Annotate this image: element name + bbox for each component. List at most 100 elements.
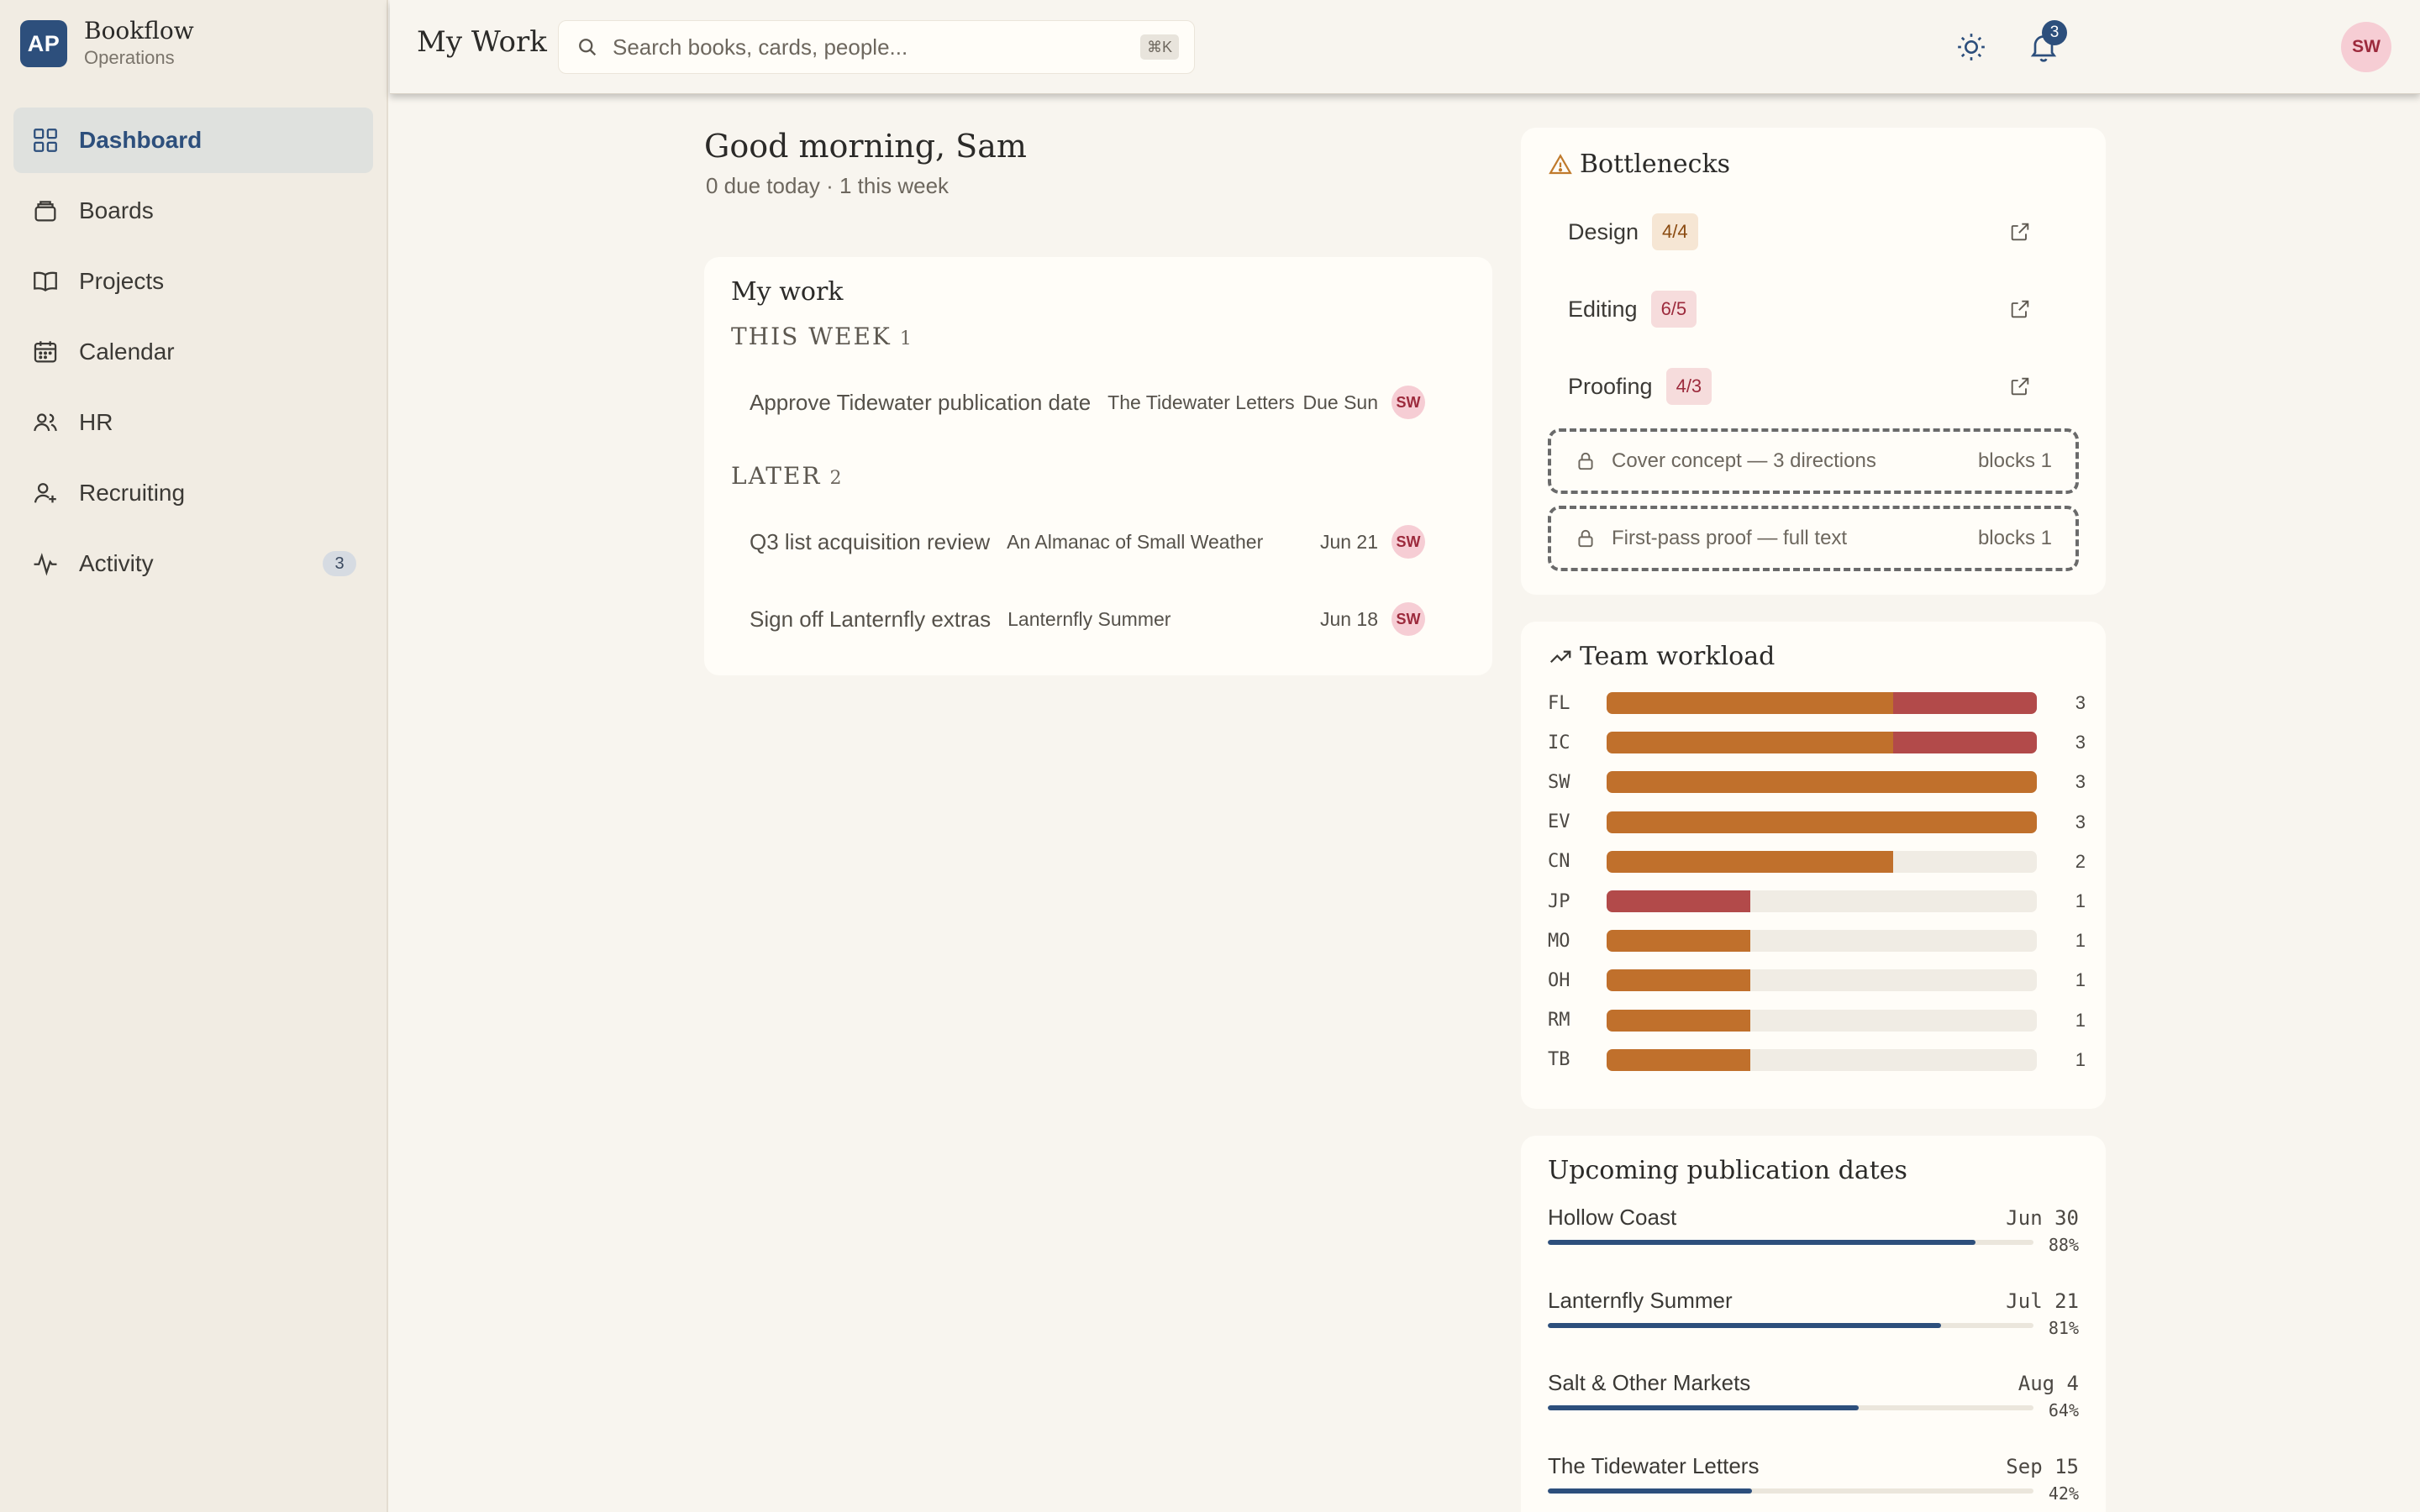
workload-bar-track: [1607, 969, 2037, 992]
blocker-title: First-pass proof — full text: [1612, 527, 1848, 549]
sidebar-item-boards[interactable]: Boards: [13, 178, 373, 244]
layers-icon: [30, 196, 60, 226]
member-initials: MO: [1548, 930, 1570, 952]
workload-bar-normal: [1607, 969, 1750, 992]
book-icon: [30, 266, 60, 297]
member-initials: CN: [1548, 851, 1570, 873]
pulse-icon: [30, 549, 60, 579]
sidebar-item-label: HR: [79, 409, 113, 435]
external-link-icon[interactable]: [2008, 375, 2032, 398]
workload-bar-track: [1607, 1048, 2037, 1071]
this-week-label: THIS WEEK: [731, 323, 892, 350]
publication-row[interactable]: Lanternfly Summer Jul 21 81%: [1548, 1288, 2079, 1363]
search-shortcut-hint: ⌘K: [1139, 34, 1179, 60]
workload-row[interactable]: EV 3: [1548, 810, 2086, 835]
workload-bar-overdue: [1893, 732, 2037, 754]
workload-row[interactable]: TB 1: [1548, 1047, 2086, 1073]
lock-icon: [1578, 529, 1593, 548]
member-task-count: 1: [2075, 1009, 2086, 1031]
brand[interactable]: AP Bookflow Operations: [20, 17, 194, 71]
workload-bar-normal: [1607, 1009, 1750, 1032]
member-task-count: 1: [2075, 1048, 2086, 1070]
publication-date: Jul 21: [2006, 1289, 2079, 1313]
publications-title: Upcoming publication dates: [1548, 1156, 1907, 1185]
publication-progress-track: [1548, 1405, 2033, 1410]
stage-label: Proofing: [1568, 373, 1653, 399]
workload-bar-track: [1607, 930, 2037, 953]
external-link-icon[interactable]: [2008, 220, 2032, 244]
publication-row[interactable]: The Tidewater Letters Sep 15 42%: [1548, 1453, 2079, 1512]
workload-bar-overdue: [1893, 692, 2037, 714]
stage-label: Editing: [1568, 296, 1638, 322]
publication-row[interactable]: Salt & Other Markets Aug 4 64%: [1548, 1370, 2079, 1446]
team-workload-heading: Team workload: [1548, 642, 1775, 671]
workload-bar-track: [1607, 890, 2037, 912]
bottleneck-stage-proofing[interactable]: Proofing 4/3: [1548, 363, 2059, 410]
greeting-subtitle: 0 due today · 1 this week: [706, 173, 950, 198]
sidebar-item-activity[interactable]: Activity 3: [13, 531, 373, 596]
blocker-card[interactable]: First-pass proof — full text blocks 1: [1548, 506, 2079, 571]
notification-count-badge: 3: [2042, 20, 2067, 45]
my-work-card: My work THIS WEEK 1 Approve Tidewater pub…: [704, 257, 1492, 675]
bottleneck-stage-editing[interactable]: Editing 6/5: [1548, 286, 2059, 333]
member-initials: SW: [1548, 771, 1570, 793]
workload-bar-overdue: [1607, 890, 1750, 912]
sidebar-item-recruiting[interactable]: Recruiting: [13, 460, 373, 526]
sidebar-item-label: Projects: [79, 268, 165, 294]
theme-toggle-button[interactable]: [1944, 20, 1998, 74]
bottlenecks-title: Bottlenecks: [1580, 150, 1731, 179]
search-bar[interactable]: ⌘K: [558, 20, 1195, 74]
task-assignee-avatar: SW: [1392, 525, 1425, 559]
member-task-count: 3: [2075, 771, 2086, 793]
people-icon: [30, 407, 60, 438]
publication-name: Lanternfly Summer: [1548, 1287, 1733, 1313]
member-task-count: 1: [2075, 969, 2086, 991]
user-avatar[interactable]: SW: [2341, 22, 2391, 72]
workload-row[interactable]: CN 2: [1548, 849, 2086, 874]
stage-capacity-badge: 6/5: [1650, 291, 1697, 328]
page-title: My Work: [417, 25, 547, 59]
this-week-count: 1: [899, 328, 912, 349]
external-link-icon[interactable]: [2008, 297, 2032, 321]
notifications-button[interactable]: 3: [2017, 20, 2070, 74]
sidebar-item-hr[interactable]: HR: [13, 390, 373, 455]
member-task-count: 1: [2075, 890, 2086, 911]
workload-row[interactable]: RM 1: [1548, 1008, 2086, 1033]
publication-date: Jun 30: [2006, 1206, 2079, 1230]
publication-progress-label: 42%: [2048, 1483, 2079, 1504]
task-row[interactable]: Q3 list acquisition review An Almanac of…: [729, 517, 1469, 566]
task-row[interactable]: Approve Tidewater publication date The T…: [729, 378, 1469, 427]
workload-row[interactable]: SW 3: [1548, 769, 2086, 795]
workload-row[interactable]: FL 3: [1548, 690, 2086, 716]
workload-bar-normal: [1607, 850, 1894, 873]
stage-capacity-badge: 4/4: [1652, 213, 1698, 250]
publication-row[interactable]: Hollow Coast Jun 30 88%: [1548, 1205, 2079, 1280]
sidebar-item-dashboard[interactable]: Dashboard: [13, 108, 373, 173]
sidebar-item-projects[interactable]: Projects: [13, 249, 373, 314]
workload-row[interactable]: MO 1: [1548, 928, 2086, 953]
sidebar-item-calendar[interactable]: Calendar: [13, 319, 373, 385]
task-row[interactable]: Sign off Lanternfly extras Lanternfly Su…: [729, 595, 1469, 643]
workload-bar-normal: [1607, 771, 2037, 794]
workload-row[interactable]: JP 1: [1548, 889, 2086, 914]
sun-icon: [1958, 34, 1985, 60]
search-input[interactable]: [613, 34, 1117, 60]
grid-icon: [30, 125, 60, 155]
sidebar-item-label: Calendar: [79, 339, 175, 365]
blocker-card[interactable]: Cover concept — 3 directions blocks 1: [1548, 428, 2079, 494]
member-initials: TB: [1548, 1049, 1570, 1071]
workload-bar-track: [1607, 732, 2037, 754]
workload-row[interactable]: IC 3: [1548, 730, 2086, 755]
task-book: Lanternfly Summer: [1007, 607, 1171, 630]
workload-bar-normal: [1607, 930, 1750, 953]
member-initials: EV: [1548, 811, 1570, 833]
stage-capacity-badge: 4/3: [1665, 368, 1712, 405]
publication-progress-track: [1548, 1240, 2033, 1245]
sidebar-item-label: Recruiting: [79, 480, 186, 506]
bottleneck-stage-design[interactable]: Design 4/4: [1548, 208, 2059, 255]
member-initials: OH: [1548, 969, 1570, 991]
workload-row[interactable]: OH 1: [1548, 968, 2086, 993]
workload-bar-track: [1607, 771, 2037, 794]
publication-progress-fill: [1548, 1322, 1942, 1328]
publication-name: Salt & Other Markets: [1548, 1370, 1751, 1395]
